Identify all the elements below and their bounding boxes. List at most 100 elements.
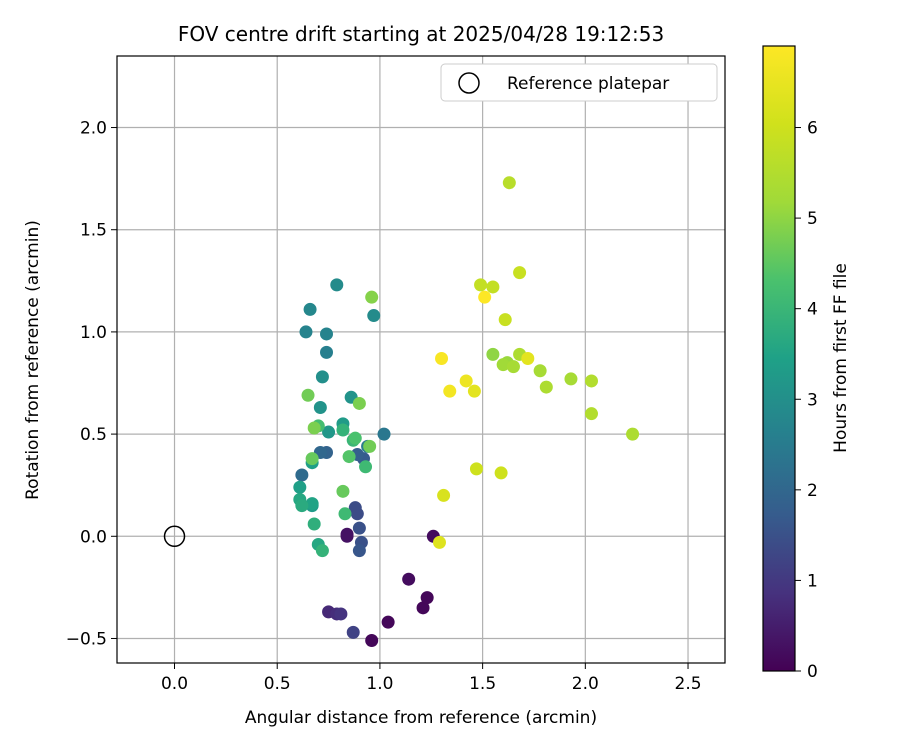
data-point (496, 358, 510, 372)
data-point (469, 462, 483, 476)
data-point (336, 423, 350, 437)
data-point (301, 388, 315, 402)
x-tick-label: 1.0 (366, 674, 393, 694)
colorbar-tick-label: 4 (807, 300, 818, 320)
colorbar-label: Hours from first FF file (831, 263, 851, 453)
data-point (303, 302, 317, 316)
data-point (307, 421, 321, 435)
colorbar-tick-label: 2 (807, 481, 818, 501)
data-point (533, 364, 547, 378)
x-tick-label: 2.5 (675, 674, 702, 694)
y-tick-label: 2.0 (80, 119, 107, 139)
data-point (416, 601, 430, 615)
data-point (313, 401, 327, 415)
data-point (346, 625, 360, 639)
data-point (342, 450, 356, 464)
plot-area: 0.0 0.5 1.0 1.5 2.0 2.5 −0.5 0.0 0.5 1.0 1.5 2.0 (66, 55, 726, 694)
data-point (584, 374, 598, 388)
x-tick-label: 0.0 (161, 674, 188, 694)
data-point (486, 280, 500, 294)
data-point (494, 466, 508, 480)
data-point (478, 290, 492, 304)
data-point (506, 360, 520, 374)
data-point (293, 480, 307, 494)
data-point (307, 517, 321, 531)
data-point (377, 427, 391, 441)
data-point (320, 327, 334, 341)
chart-title: FOV centre drift starting at 2025/04/28 … (178, 22, 664, 46)
data-point (365, 290, 379, 304)
data-point (295, 468, 309, 482)
data-point (584, 407, 598, 421)
data-point (437, 488, 451, 502)
data-point (305, 497, 319, 511)
data-point (322, 425, 336, 439)
data-point (336, 484, 350, 498)
data-point (340, 529, 354, 543)
colorbar-tick-label: 1 (807, 571, 818, 591)
plot-frame (116, 55, 726, 664)
data-point (363, 439, 377, 453)
data-point (352, 396, 366, 410)
data-point (295, 499, 309, 513)
data-point (521, 351, 535, 365)
x-tick-label: 1.5 (469, 674, 496, 694)
legend-label: Reference platepar (507, 74, 669, 94)
y-tick-label: 1.5 (80, 221, 107, 241)
reference-marker (163, 525, 186, 548)
data-point (626, 427, 640, 441)
legend-marker (458, 72, 480, 94)
data-point (443, 384, 457, 398)
data-point (459, 374, 473, 388)
x-axis-ticks: 0.0 0.5 1.0 1.5 2.0 2.5 (161, 663, 702, 694)
colorbar-tick-label: 6 (807, 119, 818, 139)
data-point (420, 591, 434, 605)
y-tick-label: 0.0 (80, 527, 107, 547)
x-axis-label: Angular distance from reference (arcmin) (245, 708, 597, 728)
data-point (381, 615, 395, 629)
data-point (402, 572, 416, 586)
data-point (498, 313, 512, 327)
data-point (564, 372, 578, 386)
data-point (486, 347, 500, 361)
y-tick-label: 1.0 (80, 323, 107, 343)
x-tick-label: 0.5 (264, 674, 291, 694)
data-point (299, 325, 313, 339)
data-point (315, 544, 329, 558)
data-point (539, 380, 553, 394)
grid-lines (117, 56, 725, 663)
data-point (352, 521, 366, 535)
data-point (338, 507, 352, 521)
data-point (359, 460, 373, 474)
data-point (330, 278, 344, 292)
data-point (502, 176, 516, 190)
data-point (365, 634, 379, 648)
colorbar-tick-label: 0 (807, 662, 818, 682)
data-point (350, 507, 364, 521)
y-tick-label: 0.5 (80, 425, 107, 445)
data-point (348, 431, 362, 445)
data-point (334, 607, 348, 621)
y-axis-ticks: −0.5 0.0 0.5 1.0 1.5 2.0 (66, 119, 117, 649)
y-axis-label: Rotation from reference (arcmin) (23, 220, 43, 500)
data-point (474, 278, 488, 292)
y-tick-label: −0.5 (66, 629, 107, 649)
data-point (315, 370, 329, 384)
data-point (305, 452, 319, 466)
data-point (432, 535, 446, 549)
colorbar-tick-label: 3 (807, 390, 818, 410)
data-point (467, 384, 481, 398)
scatter-points (293, 176, 640, 648)
data-point (513, 266, 527, 280)
x-tick-label: 2.0 (572, 674, 599, 694)
data-point (320, 345, 334, 359)
colorbar-ticks: 0 1 2 3 4 5 6 (795, 119, 818, 682)
data-point (435, 351, 449, 365)
data-point (352, 544, 366, 558)
colorbar-gradient (762, 45, 796, 672)
legend: Reference platepar (440, 63, 718, 102)
colorbar: 0 1 2 3 4 5 6 Hours from first FF file (762, 45, 851, 682)
colorbar-tick-label: 5 (807, 209, 818, 229)
data-point (367, 309, 381, 323)
